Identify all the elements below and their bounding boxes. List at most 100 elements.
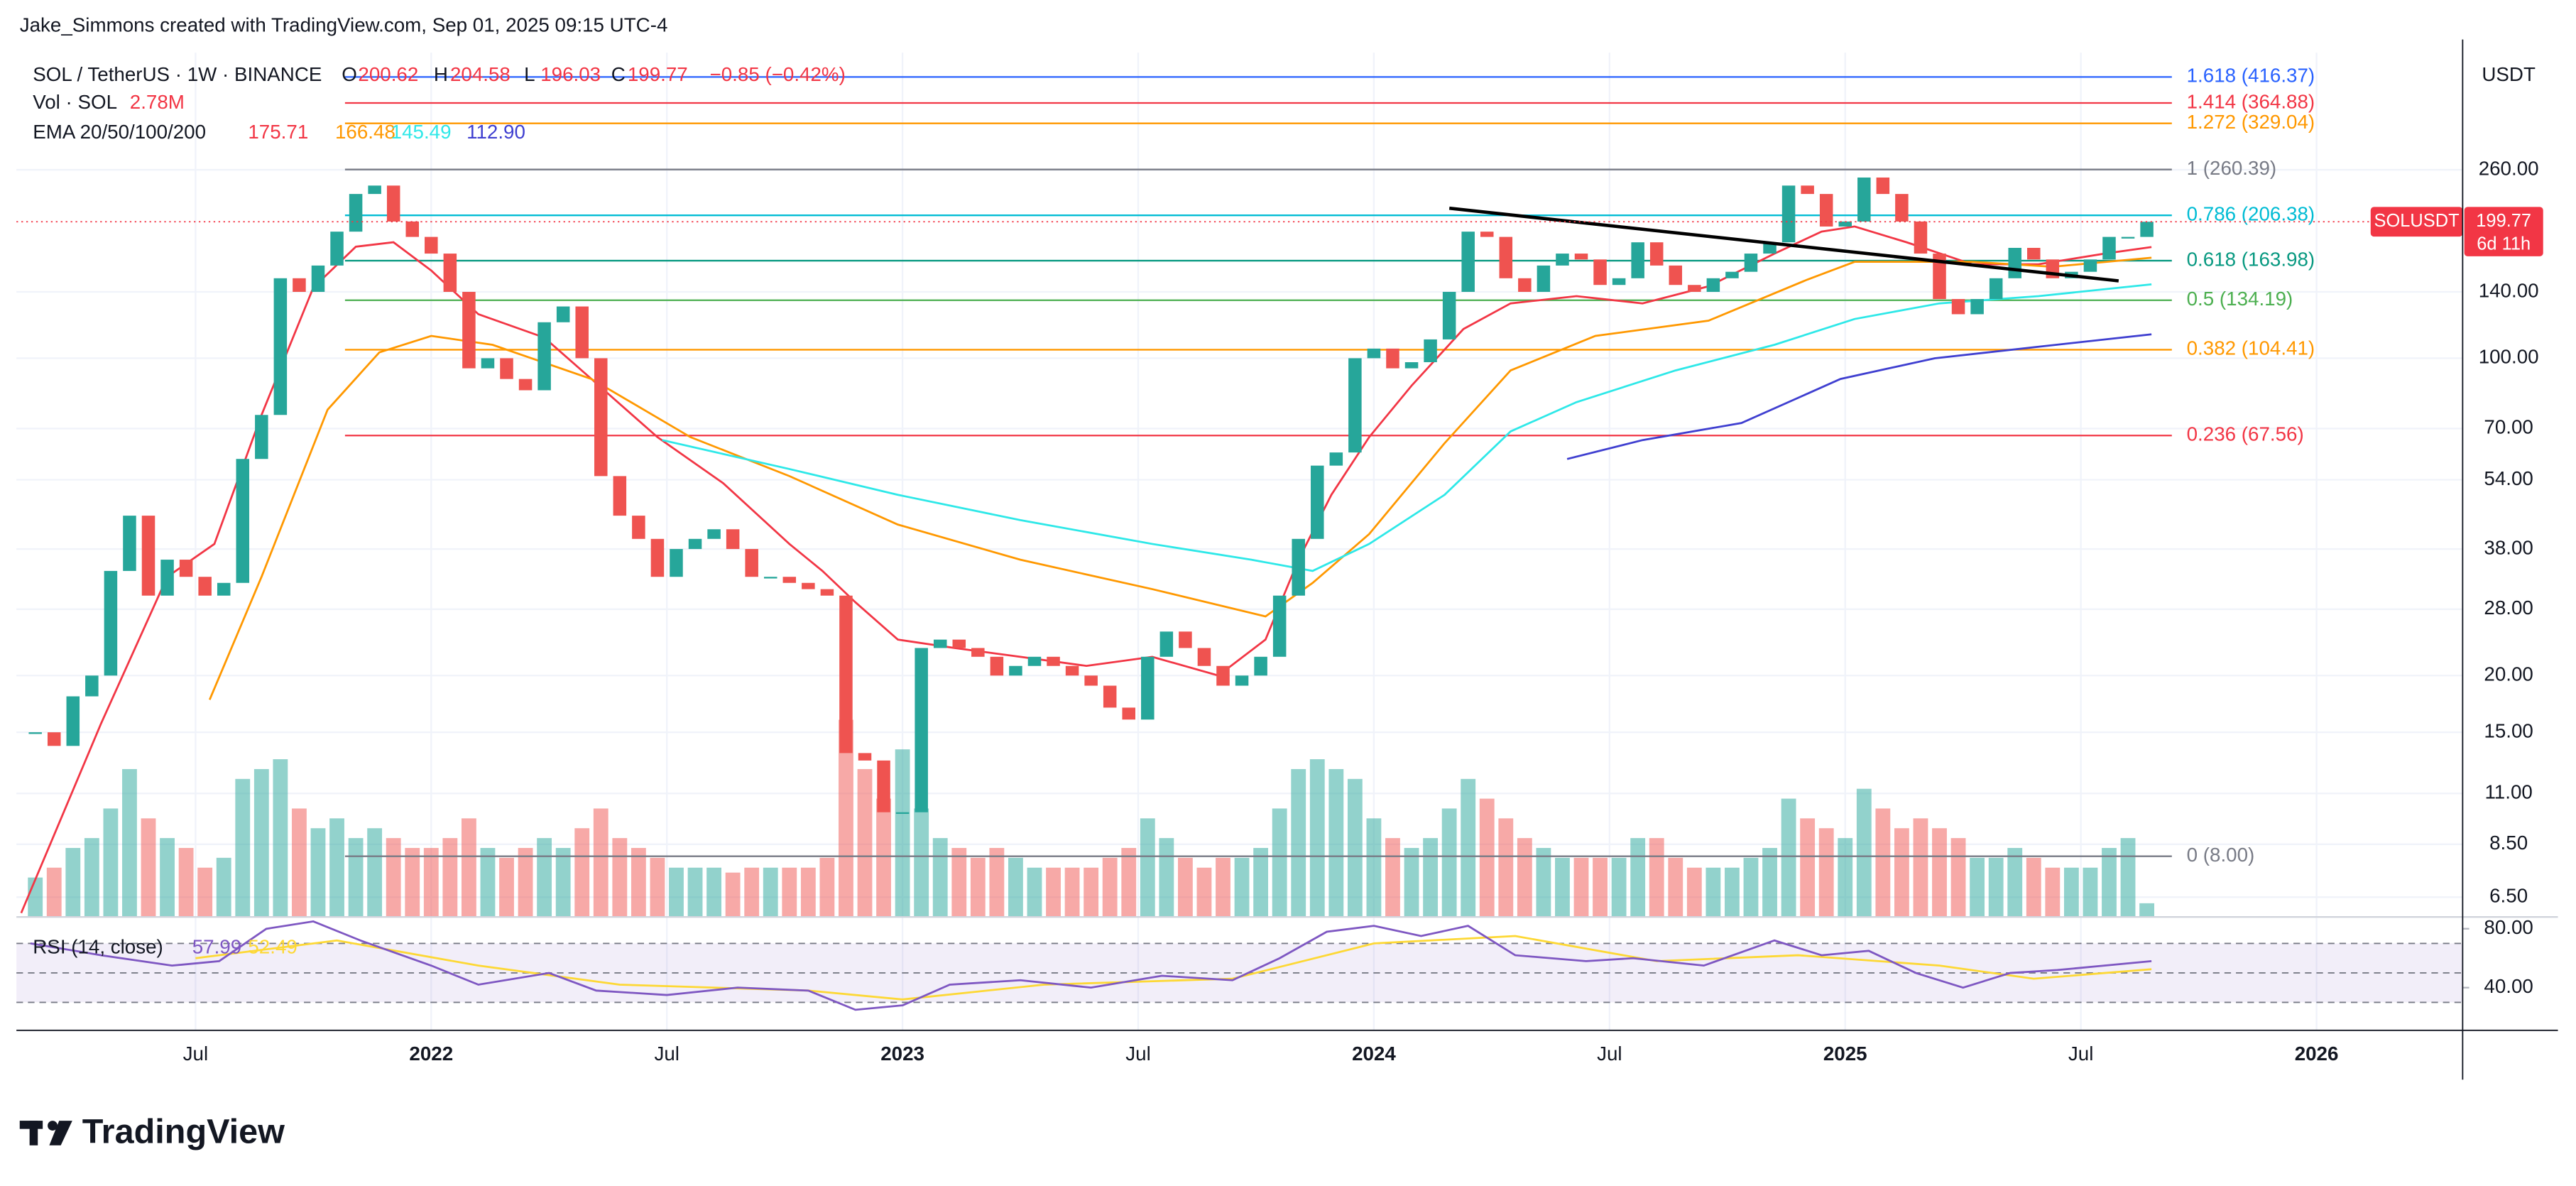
candle-body xyxy=(1159,631,1174,657)
volume-bar xyxy=(1743,857,1759,918)
candle-body xyxy=(198,577,212,596)
volume-bar xyxy=(857,768,873,918)
ema-line xyxy=(1566,333,2152,460)
candle-body xyxy=(1442,291,1456,339)
candle-body xyxy=(556,306,570,322)
volume-bar xyxy=(2139,903,2155,918)
candle-body xyxy=(386,185,400,222)
volume-bar xyxy=(292,808,307,918)
candle-body xyxy=(1838,221,1852,227)
candle-body xyxy=(1235,675,1249,686)
candle-body xyxy=(1631,242,1644,278)
candle-body xyxy=(1292,538,1305,596)
candle-body xyxy=(1574,254,1588,260)
fib-level-label: 0.236 (67.56) xyxy=(2187,423,2304,445)
y-tick-label: 260.00 xyxy=(2479,157,2539,179)
candle-body xyxy=(443,254,457,292)
candle-body xyxy=(1404,362,1419,369)
candle-body xyxy=(745,549,758,577)
candle-body xyxy=(2008,248,2021,278)
x-tick-label: Jul xyxy=(2068,1043,2093,1065)
volume-bar xyxy=(1762,847,1777,918)
author-header: Jake_Simmons created with TradingView.co… xyxy=(20,13,668,36)
volume-bar xyxy=(914,808,929,918)
volume-bar xyxy=(1084,867,1099,918)
volume-bar xyxy=(1498,818,1514,918)
candle-body xyxy=(1895,194,1909,222)
x-tick-label: 2026 xyxy=(2295,1043,2339,1065)
volume-bar xyxy=(499,857,514,918)
candle-body xyxy=(1781,185,1796,243)
volume-bar xyxy=(2083,867,2098,918)
volume-bar xyxy=(178,847,194,918)
candle-body xyxy=(782,577,797,583)
y-tick-label: 8.50 xyxy=(2489,832,2528,854)
volume-bar xyxy=(1856,788,1872,918)
candle-body xyxy=(255,415,268,459)
y-tick-label: 11.00 xyxy=(2484,781,2532,803)
legend-ohlc-value: 199.77 xyxy=(628,63,688,85)
volume-bar xyxy=(631,847,646,918)
volume-bar xyxy=(1649,838,1664,918)
volume-bar xyxy=(84,838,99,918)
x-tick-label: Jul xyxy=(1125,1043,1150,1065)
volume-bar xyxy=(310,828,326,918)
candle-body xyxy=(1819,194,1833,227)
ema-line xyxy=(662,283,2152,572)
volume-bar xyxy=(1177,857,1193,918)
volume-bar xyxy=(744,867,760,918)
y-tick-label: 15.00 xyxy=(2484,719,2533,741)
volume-bar xyxy=(1102,857,1118,918)
candle-body xyxy=(1461,232,1475,292)
volume-bar xyxy=(1536,847,1551,918)
candle-body xyxy=(1499,236,1513,278)
volume-bar xyxy=(1272,808,1287,918)
volume-bar xyxy=(839,719,853,918)
volume-bar xyxy=(951,847,967,918)
candle-body xyxy=(293,278,306,292)
candle-body xyxy=(425,236,438,254)
legend-rsi-value: 57.99 xyxy=(192,935,241,957)
volume-bar xyxy=(1234,857,1250,918)
candle-body xyxy=(2121,236,2135,239)
rsi-tick-label: 80.00 xyxy=(2484,916,2533,938)
volume-bar xyxy=(518,847,533,918)
candle-body xyxy=(123,516,136,571)
legend-volume-label: Vol · SOL xyxy=(33,91,117,113)
volume-bar xyxy=(1781,798,1796,918)
candle-body xyxy=(2083,259,2097,272)
volume-bar xyxy=(1253,847,1269,918)
candle-body xyxy=(1876,177,1890,195)
x-tick-label: Jul xyxy=(1597,1043,1622,1065)
volume-bar xyxy=(1818,828,1834,918)
volume-bar xyxy=(612,838,628,918)
volume-bar xyxy=(1950,838,1966,918)
volume-bar xyxy=(480,847,496,918)
volume-bar xyxy=(423,847,439,918)
volume-bar xyxy=(2102,847,2117,918)
legend-volume-value: 2.78M xyxy=(130,91,185,113)
legend-ohlc-key: O xyxy=(342,63,357,85)
candle-body xyxy=(537,322,551,391)
candle-body xyxy=(47,732,61,746)
candle-body xyxy=(688,538,702,550)
candle-body xyxy=(707,529,721,539)
volume-bar xyxy=(819,857,835,918)
volume-bar xyxy=(763,867,778,918)
fib-level-label: 0.618 (163.98) xyxy=(2187,248,2315,270)
y-tick-label: 20.00 xyxy=(2484,663,2533,685)
legend-ema-value: 145.49 xyxy=(391,121,452,143)
volume-bar xyxy=(1159,838,1174,918)
legend-ema-label: EMA 20/50/100/200 xyxy=(33,121,206,143)
volume-bar xyxy=(537,838,552,918)
y-tick-label: 140.00 xyxy=(2479,279,2539,301)
volume-bar xyxy=(1630,838,1646,918)
candle-body xyxy=(858,753,872,761)
volume-bar xyxy=(329,818,344,918)
rsi-tick-label: 40.00 xyxy=(2484,975,2533,997)
volume-bar xyxy=(1347,778,1363,918)
candle-body xyxy=(85,675,99,697)
volume-bar xyxy=(1555,857,1570,918)
fib-level-label: 1.414 (364.88) xyxy=(2187,90,2315,112)
